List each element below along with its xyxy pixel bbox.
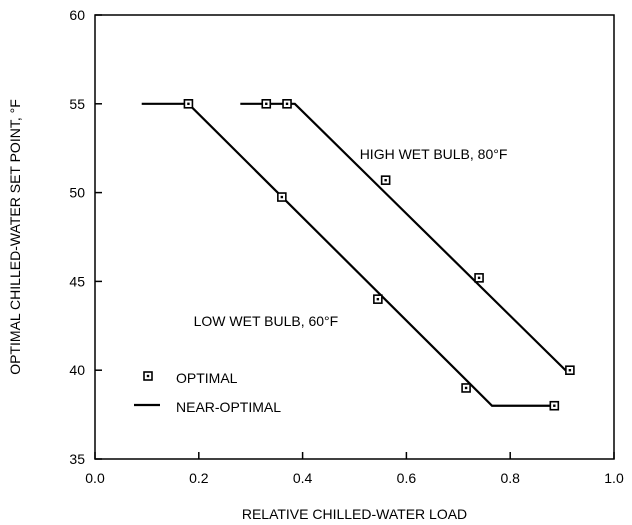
y-tick-label: 50 [69, 185, 85, 201]
legend: OPTIMAL NEAR-OPTIMAL [134, 370, 281, 415]
legend-item-near-optimal: NEAR-OPTIMAL [134, 399, 281, 415]
x-tick-label: 0.8 [500, 470, 520, 486]
y-tick-label: 55 [69, 96, 85, 112]
x-tick-label: 0.4 [293, 470, 313, 486]
x-tick-label: 1.0 [604, 470, 624, 486]
axis-ticks: 0.0 0.2 0.4 0.6 0.8 1.0 35 40 45 50 55 60 [69, 7, 624, 486]
x-tick-label: 0.0 [85, 470, 105, 486]
optimal-point [461, 383, 471, 393]
near-optimal-line-2 [240, 102, 569, 373]
legend-item-optimal: OPTIMAL [143, 370, 238, 386]
optimal-point [380, 175, 391, 185]
y-axis-title: OPTIMAL CHILLED-WATER SET POINT, °F [7, 99, 23, 375]
x-tick-label: 0.2 [189, 470, 209, 486]
plot-frame [94, 14, 615, 460]
y-tick-label: 40 [69, 362, 85, 378]
y-tick-label: 60 [69, 7, 85, 23]
x-tick-label: 0.6 [397, 470, 417, 486]
optimal-point [474, 273, 484, 283]
annotation-label: LOW WET BULB, 60°F [194, 313, 339, 329]
optimal-point [183, 99, 194, 109]
optimal-point [261, 99, 272, 109]
y-tick-label: 45 [69, 273, 85, 289]
optimal-point [282, 99, 292, 109]
optimal-point [549, 400, 560, 411]
near-optimal-line-1 [141, 102, 557, 407]
optimal-point [565, 365, 575, 376]
x-axis-title: RELATIVE CHILLED-WATER LOAD [242, 506, 467, 522]
y-tick-label: 35 [69, 451, 85, 467]
legend-label-near-optimal: NEAR-OPTIMAL [176, 399, 281, 415]
annotation-label: HIGH WET BULB, 80°F [360, 146, 508, 162]
optimal-point [277, 192, 287, 202]
annotations: HIGH WET BULB, 80°F LOW WET BULB, 60°F [194, 146, 508, 329]
series-layer [141, 99, 575, 411]
legend-marker-optimal [143, 371, 153, 381]
legend-label-optimal: OPTIMAL [176, 370, 238, 386]
optimal-point [373, 294, 383, 304]
